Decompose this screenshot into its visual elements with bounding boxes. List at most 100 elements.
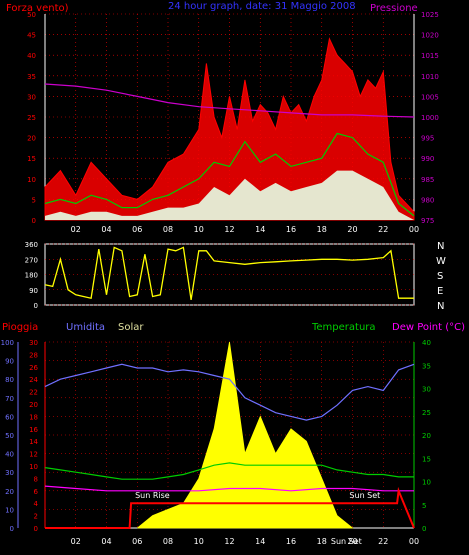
- wind-tick-label: 50: [27, 11, 36, 19]
- sunset-time-annotation: Sun Set: [331, 537, 362, 546]
- x-tick-label: 18: [317, 225, 327, 234]
- pressure-tick-label: 990: [421, 155, 434, 163]
- humidity-tick-label: 40: [5, 451, 14, 459]
- wind-tick-label: 25: [27, 114, 36, 122]
- wind-tick-label: 45: [27, 32, 36, 40]
- temperature-series: [44, 462, 414, 480]
- x-tick-label: 08: [163, 225, 173, 234]
- wind-direction-chart: 0 90 180 270 360: [25, 241, 415, 310]
- gust-series: [44, 37, 415, 221]
- x-tick-label: 00: [409, 537, 419, 546]
- wind-tick-label: 10: [27, 176, 36, 184]
- rain-tick-label: 8: [34, 475, 38, 483]
- x-tick-label: 10: [194, 225, 204, 234]
- humidity-series: [44, 363, 415, 421]
- wind-avg-series: [44, 132, 415, 217]
- rain-tick-label: 22: [29, 389, 38, 397]
- wind-tick-label: 15: [27, 155, 36, 163]
- temperature-tick-label: 20: [422, 432, 431, 440]
- x-tick-label: 12: [224, 537, 234, 546]
- direction-label-e: E: [437, 286, 444, 297]
- x-tick-label: 10: [194, 537, 204, 546]
- temperature-tick-label: 10: [422, 479, 431, 487]
- wind-tick-label: 30: [27, 93, 36, 101]
- x-tick-label: 18: [317, 537, 327, 546]
- humidity-tick-label: 80: [5, 376, 14, 384]
- sunset-annotation: Sun Set: [349, 491, 380, 500]
- x-tick-label: 04: [101, 537, 111, 546]
- rain-tick-label: 26: [29, 364, 38, 372]
- rain-tick-label: 4: [34, 500, 39, 508]
- pressure-axis-label: Pressione: [370, 3, 418, 14]
- chart-date-label: 24 hour graph, date: 31 Maggio 2008: [168, 1, 356, 12]
- x-tick-label: 12: [224, 225, 234, 234]
- direction-label-s: S: [437, 271, 444, 282]
- rain-tick-label: 28: [29, 351, 38, 359]
- temperature-tick-label: 35: [422, 362, 431, 370]
- rain-tick-label: 10: [29, 463, 38, 471]
- direction-tick-label: 180: [25, 272, 38, 280]
- x-tick-label: 06: [132, 225, 142, 234]
- direction-label-n2: N: [437, 301, 445, 312]
- pressure-tick-label: 980: [421, 196, 434, 204]
- x-tick-label: 04: [101, 225, 111, 234]
- x-tick-label: 22: [378, 537, 388, 546]
- rain-tick-label: 0: [34, 525, 38, 533]
- pressure-series: [44, 83, 415, 118]
- humidity-tick-label: 90: [5, 358, 14, 366]
- x-tick-label: 20: [347, 537, 357, 546]
- direction-tick-label: 90: [29, 287, 38, 295]
- rain-tick-label: 14: [29, 438, 38, 446]
- pressure-tick-label: 1020: [421, 32, 439, 40]
- humidity-tick-label: 20: [5, 488, 14, 496]
- pressure-tick-label: 1005: [421, 93, 439, 101]
- solar-series: [137, 341, 354, 529]
- rain-tick-label: 20: [29, 401, 38, 409]
- x-tick-label: 16: [286, 225, 296, 234]
- x-tick-label: 08: [163, 537, 173, 546]
- direction-tick-label: 0: [34, 302, 38, 310]
- climate-chart: 0102030405060708090100024681012141618202…: [1, 339, 431, 546]
- temperature-tick-label: 40: [422, 339, 431, 347]
- humidity-tick-label: 70: [5, 395, 14, 403]
- humidity-label: Umidita: [66, 322, 106, 333]
- wind-tick-label: 5: [32, 196, 36, 204]
- humidity-tick-label: 30: [5, 469, 14, 477]
- rain-tick-label: 16: [29, 426, 38, 434]
- wind-tick-label: 40: [27, 52, 36, 60]
- pressure-tick-label: 1015: [421, 52, 439, 60]
- temperature-tick-label: 5: [422, 502, 426, 510]
- rain-tick-label: 2: [34, 513, 38, 521]
- humidity-tick-label: 10: [5, 506, 14, 514]
- rain-tick-label: 18: [29, 413, 38, 421]
- wind-min-series: [45, 170, 414, 220]
- temperature-tick-label: 30: [422, 386, 431, 394]
- x-tick-label: 22: [378, 225, 388, 234]
- rain-label: Pioggia: [2, 322, 39, 333]
- direction-series: [44, 246, 414, 301]
- wind-pressure-chart: 0510152025303540455097598098599099510001…: [27, 11, 439, 234]
- rain-tick-label: 24: [29, 376, 38, 384]
- x-tick-label: 00: [409, 225, 419, 234]
- wind-tick-label: 0: [32, 217, 36, 225]
- pressure-tick-label: 1010: [421, 73, 439, 81]
- pressure-tick-label: 995: [421, 135, 434, 143]
- temperature-label: Temperatura: [312, 322, 376, 333]
- humidity-tick-label: 60: [5, 413, 14, 421]
- wind-tick-label: 35: [27, 73, 36, 81]
- humidity-tick-label: 0: [10, 525, 14, 533]
- pressure-tick-label: 1025: [421, 11, 439, 19]
- direction-tick-label: 270: [25, 256, 38, 264]
- x-tick-label: 02: [71, 537, 81, 546]
- direction-label-w: W: [436, 256, 446, 267]
- rain-tick-label: 12: [29, 451, 38, 459]
- x-tick-label: 14: [255, 537, 265, 546]
- dewpoint-label: Dew Point (°C): [392, 322, 466, 333]
- x-tick-label: 20: [347, 225, 357, 234]
- wind-axis-label: Forza vento): [6, 3, 69, 14]
- rain-tick-label: 6: [34, 488, 39, 496]
- temperature-tick-label: 15: [422, 455, 431, 463]
- sunrise-annotation: Sun Rise: [135, 491, 170, 500]
- temperature-tick-label: 0: [422, 525, 426, 533]
